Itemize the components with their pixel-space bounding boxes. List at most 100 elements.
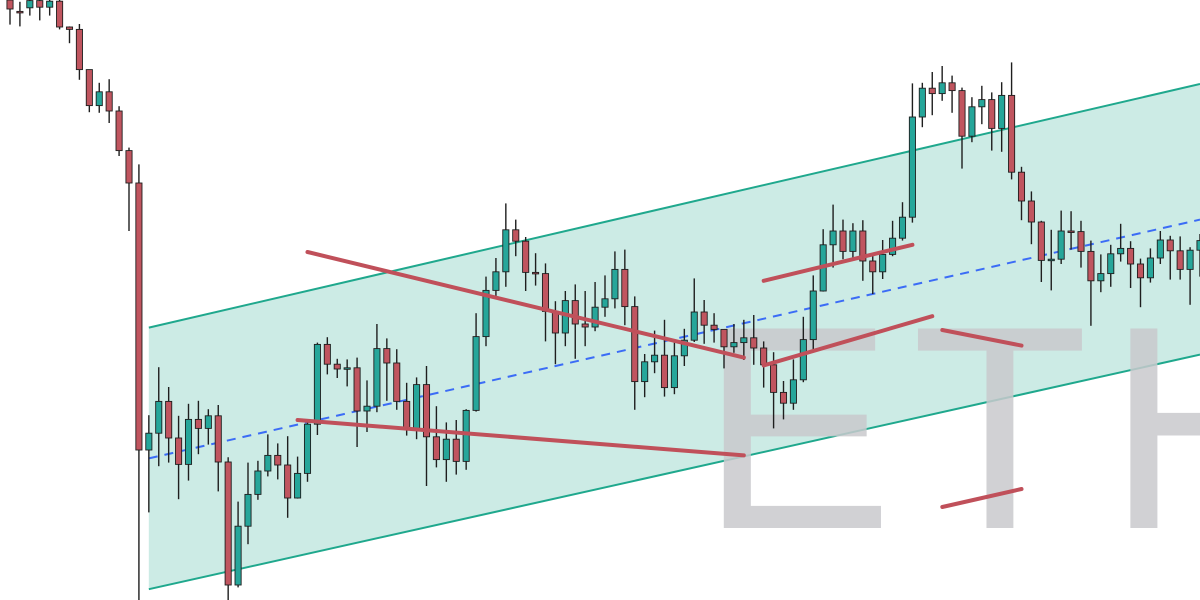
candle (680, 328, 688, 366)
candle-body (789, 379, 797, 404)
candle (214, 405, 222, 492)
candle-body (690, 311, 698, 341)
candle (1008, 62, 1016, 180)
candle-body (363, 405, 371, 412)
candle (115, 106, 123, 156)
candle (532, 253, 540, 286)
candle (631, 296, 639, 410)
candle (175, 415, 183, 500)
candle (46, 0, 54, 16)
candle (849, 223, 857, 260)
candle-body (313, 343, 321, 425)
candle-body (274, 454, 282, 466)
candle-body (988, 99, 996, 129)
candle-body (234, 525, 242, 586)
candle (36, 0, 44, 21)
candle (284, 436, 292, 518)
candle (809, 275, 817, 351)
candle-body (16, 10, 24, 14)
candle (1077, 220, 1085, 268)
candle-body (551, 310, 559, 334)
candle (234, 501, 242, 588)
candle (571, 284, 579, 359)
candle (422, 366, 431, 486)
candle-body (670, 355, 678, 389)
candle-body (482, 289, 490, 338)
candle (472, 313, 480, 412)
candle (918, 82, 926, 128)
candle-body (343, 367, 351, 370)
candle-body (898, 216, 907, 239)
candle-body (710, 324, 718, 330)
candle (1057, 210, 1065, 264)
candle (928, 72, 936, 116)
candle-body (601, 298, 609, 308)
candle (978, 85, 986, 125)
candle-body (631, 306, 639, 383)
candle (482, 276, 490, 347)
candle (224, 457, 232, 600)
candle-body (958, 90, 966, 137)
candle-body (978, 99, 986, 108)
candle-body (908, 116, 916, 218)
candle-body (541, 273, 550, 312)
candle-body (75, 28, 83, 71)
candle-body (214, 415, 222, 463)
candle-body (46, 0, 54, 8)
candle (274, 443, 282, 480)
candle (779, 381, 788, 420)
candle-body (115, 110, 123, 152)
candle (898, 202, 907, 241)
candle (690, 278, 698, 342)
candle (998, 82, 1006, 152)
candle-body (869, 260, 877, 273)
candle (879, 240, 887, 279)
candle-body (353, 367, 361, 412)
candle-body (700, 311, 708, 326)
candle-body (1077, 231, 1085, 252)
candle (1136, 258, 1145, 308)
candle (1156, 231, 1164, 264)
candle-body (512, 229, 520, 242)
candle-body (1186, 249, 1194, 270)
candle (85, 69, 93, 113)
candle-body (422, 384, 431, 438)
candle (492, 258, 500, 297)
candle (135, 164, 143, 600)
candle-body (224, 461, 232, 586)
candle (254, 460, 262, 500)
candle-body (928, 87, 936, 95)
candle (710, 313, 718, 343)
candle (1097, 254, 1105, 293)
candle-body (373, 348, 381, 407)
candle-body (26, 0, 34, 9)
candle (65, 26, 74, 44)
candle-body (918, 87, 926, 118)
candle (333, 358, 341, 378)
candle (1176, 236, 1184, 280)
candle (968, 97, 976, 143)
candle (56, 0, 64, 30)
candle-body (1127, 247, 1135, 265)
candle (264, 434, 272, 477)
candle-body (651, 354, 659, 363)
candle-body (1166, 239, 1174, 252)
channel-lower-line (148, 353, 1200, 591)
candle (799, 316, 807, 383)
candle-body (452, 438, 460, 462)
candle-body (750, 337, 758, 349)
candle (452, 420, 460, 475)
candle-body (333, 363, 341, 370)
candle (373, 324, 381, 413)
candle (1037, 220, 1045, 282)
candle-body (6, 0, 14, 10)
candle-body (1176, 250, 1184, 270)
candle (730, 324, 738, 353)
candle-body (1146, 257, 1154, 279)
candle-body (660, 354, 669, 389)
candle-body (611, 268, 619, 300)
candle (1127, 241, 1135, 288)
candle-body (135, 182, 143, 451)
candle-body (948, 82, 956, 92)
candle-body (175, 437, 183, 465)
